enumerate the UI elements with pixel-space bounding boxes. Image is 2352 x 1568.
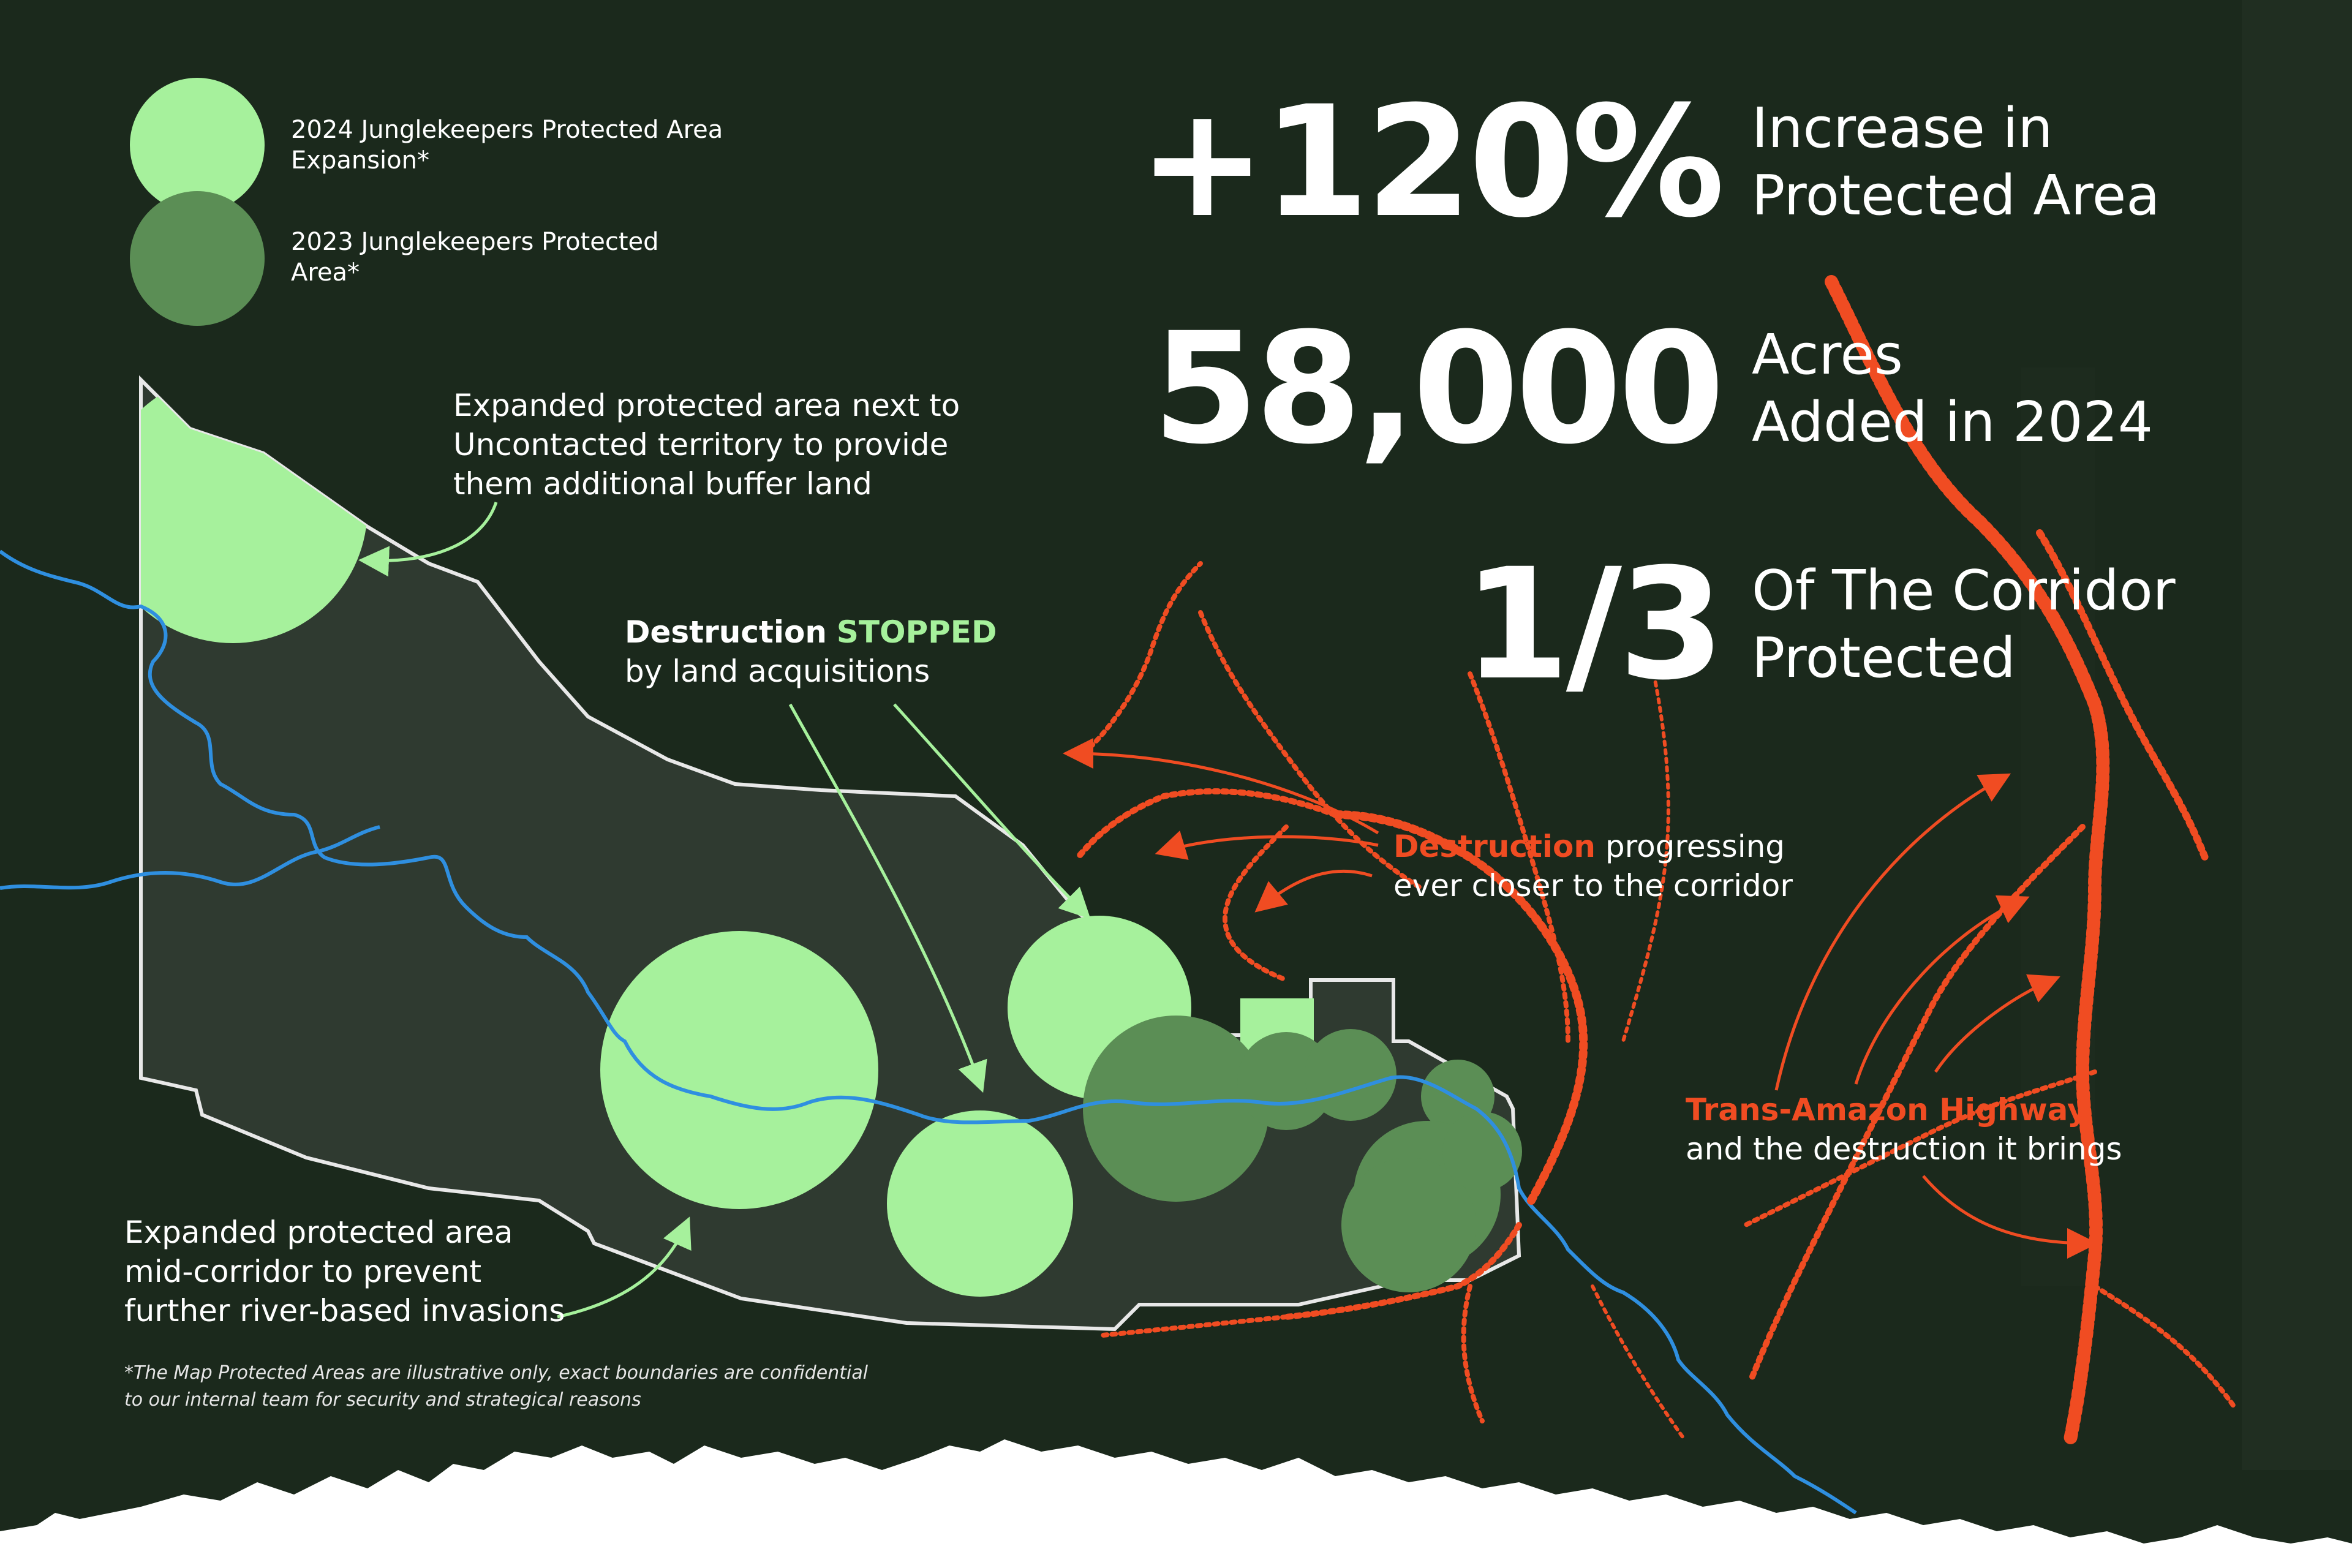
expansion-area-mid-corridor bbox=[600, 931, 878, 1209]
river-tributary bbox=[0, 825, 380, 890]
curved-arrow-icon bbox=[1934, 974, 2060, 1073]
annotation-mid-corridor: Expanded protected area mid-corridor to … bbox=[124, 1215, 565, 1329]
stat-number-corridor: 1/3 bbox=[1463, 535, 1725, 714]
curved-arrow-icon bbox=[1254, 869, 1373, 913]
expansion-area-river bbox=[887, 1110, 1073, 1297]
annotation-destruction-progressing: Destruction progressing ever closer to t… bbox=[1393, 829, 1793, 903]
curved-arrow-icon bbox=[557, 1216, 692, 1319]
annotation-destruction-stopped: Destruction STOPPED by land acquisitions bbox=[625, 614, 997, 689]
curved-arrow-icon bbox=[1854, 895, 2030, 1085]
legend-label-2024: 2024 Junglekeepers Protected Area Expans… bbox=[291, 116, 723, 175]
footnote: *The Map Protected Areas are illustrativ… bbox=[124, 1362, 869, 1411]
legend-swatch-2023 bbox=[130, 191, 265, 326]
legend-swatch-2024 bbox=[130, 78, 265, 213]
river bbox=[0, 549, 1857, 1515]
curved-arrow-icon bbox=[1774, 773, 2011, 1091]
annotation-highway: Trans-Amazon Highway and the destruction… bbox=[1686, 1092, 2122, 1167]
curved-arrow-icon bbox=[893, 703, 1091, 919]
expansion-2024-areas bbox=[141, 380, 1314, 1297]
curved-arrow-icon bbox=[358, 502, 498, 577]
curved-arrow-icon bbox=[1155, 831, 1379, 860]
stat-label-increase: Increase in Protected Area bbox=[1752, 96, 2160, 228]
expansion-area-uncontacted bbox=[141, 380, 368, 643]
stat-label-acres: Acres Added in 2024 bbox=[1752, 323, 2154, 454]
stat-label-corridor: Of The Corridor Protected bbox=[1752, 559, 2176, 690]
protected-2023-areas bbox=[1083, 1016, 1522, 1292]
treeline-silhouette bbox=[0, 1439, 2352, 1568]
stat-number-acres: 58,000 bbox=[1152, 300, 1725, 478]
curved-arrow-icon bbox=[1063, 738, 1379, 835]
stat-number-increase: +120% bbox=[1138, 73, 1725, 251]
legend-label-2023: 2023 Junglekeepers Protected Area* bbox=[291, 228, 659, 287]
curved-arrow-icon bbox=[788, 703, 987, 1093]
legend: 2024 Junglekeepers Protected Area Expans… bbox=[129, 77, 802, 334]
annotation-arrows bbox=[358, 502, 2098, 1319]
curved-arrow-icon bbox=[1922, 1175, 2098, 1259]
annotation-uncontacted: Expanded protected area next to Uncontac… bbox=[453, 388, 960, 502]
